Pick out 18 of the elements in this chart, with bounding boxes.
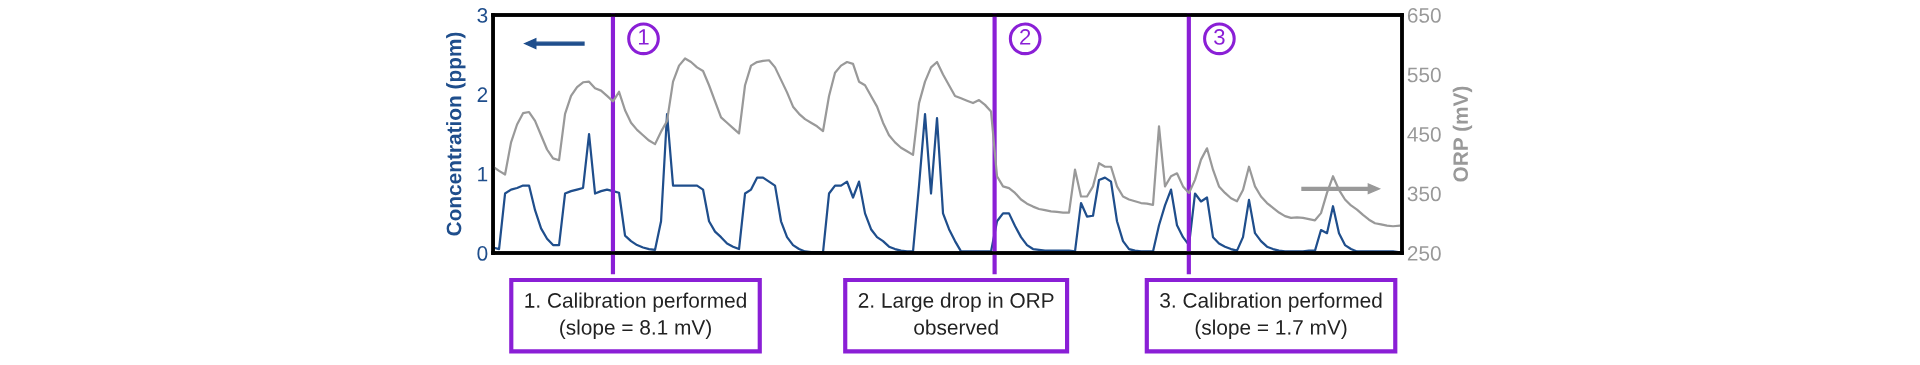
text: 1. Calibration performed (slope = 8.1 mV) (525, 292, 746, 339)
y2-axis-title: ORP (mV) (1452, 86, 1473, 182)
text: 2. Large drop in ORP observed (858, 292, 1054, 335)
y2-tick-label: 650 (1407, 8, 1441, 23)
y-axis-title: Concentration (ppm) (446, 32, 466, 236)
y2-tick-label: 250 (1407, 246, 1441, 261)
text: 3. Calibration performed (slope = 1.7 mV) (1160, 292, 1382, 339)
annotation: 2 (1020, 29, 1031, 45)
line-series (493, 57, 1401, 228)
y2-tick-label: 350 (1407, 186, 1441, 202)
y-tick-label: 3 (477, 8, 488, 23)
y-tick-label: 1 (478, 166, 488, 182)
y-tick-label: 0 (477, 246, 488, 261)
y2-tick-label: 450 (1407, 127, 1441, 142)
annotation: 3 (1214, 29, 1225, 45)
y-tick-label: 2 (477, 87, 488, 102)
annotation: 1 (639, 29, 649, 45)
y2-tick-label: 550 (1407, 67, 1441, 83)
